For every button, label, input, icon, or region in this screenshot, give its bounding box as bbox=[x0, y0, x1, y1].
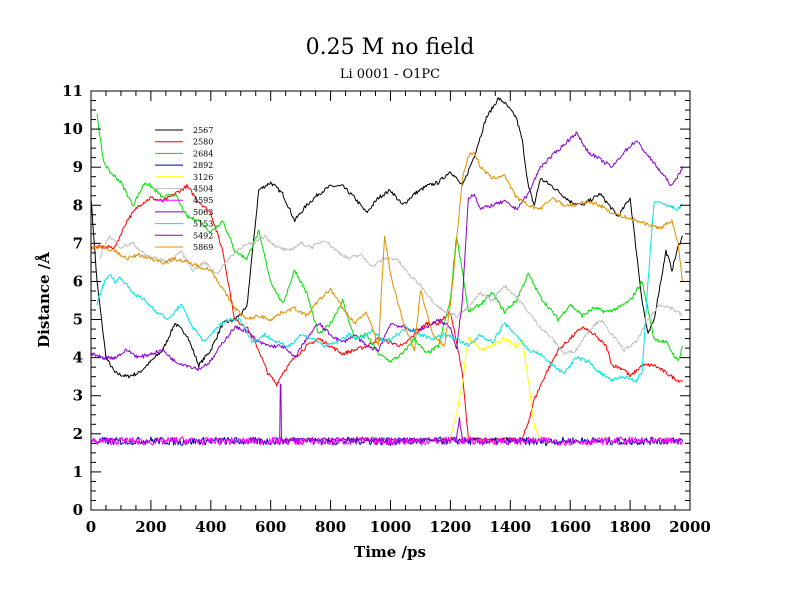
x-tick-label: 1800 bbox=[609, 518, 651, 536]
legend-label: 5492 bbox=[193, 231, 213, 240]
series-line-5153 bbox=[96, 200, 683, 383]
x-tick-label: 1400 bbox=[489, 518, 531, 536]
series-line-4504 bbox=[99, 234, 683, 355]
y-tick-label: 11 bbox=[62, 82, 83, 100]
x-tick-label: 2000 bbox=[669, 518, 711, 536]
legend-label: 4595 bbox=[193, 196, 213, 205]
y-tick-label: 4 bbox=[73, 349, 83, 367]
x-tick-label: 800 bbox=[315, 518, 346, 536]
x-tick-label: 400 bbox=[195, 518, 226, 536]
x-tick-label: 1200 bbox=[430, 518, 472, 536]
series-line-2580 bbox=[90, 184, 683, 442]
series-line-5869 bbox=[90, 151, 683, 352]
x-tick-label: 600 bbox=[255, 518, 286, 536]
series-line-4595 bbox=[90, 436, 683, 446]
y-tick-label: 2 bbox=[73, 425, 83, 443]
series-layer bbox=[90, 97, 683, 447]
legend-label: 3126 bbox=[193, 173, 213, 182]
legend-label: 5869 bbox=[193, 243, 213, 252]
x-tick-label: 1600 bbox=[549, 518, 591, 536]
y-tick-label: 9 bbox=[73, 158, 83, 176]
y-tick-label: 8 bbox=[73, 196, 83, 214]
series-line-2684 bbox=[96, 114, 683, 363]
legend-label: 2580 bbox=[193, 138, 213, 147]
x-tick-label: 1000 bbox=[370, 518, 412, 536]
series-line-5063 bbox=[90, 131, 683, 372]
y-tick-label: 3 bbox=[73, 387, 83, 405]
axes-layer: 0 200 400 600 800 1000 1200 1400 1600 1800 2000 0 1 2… bbox=[62, 82, 711, 536]
legend-label: 4504 bbox=[193, 185, 213, 194]
legend-label: 2892 bbox=[193, 161, 213, 170]
y-tick-label: 7 bbox=[73, 234, 83, 252]
legend-label: 5063 bbox=[193, 208, 213, 217]
y-axis-label: Distance /Å bbox=[35, 252, 53, 348]
y-tick-label: 0 bbox=[73, 501, 83, 519]
legend-label: 5153 bbox=[193, 220, 213, 229]
x-axis-label: Time /ps bbox=[354, 543, 426, 561]
legend-label: 2567 bbox=[193, 126, 213, 135]
series-line-5492 bbox=[279, 383, 463, 442]
x-tick-label: 200 bbox=[135, 518, 166, 536]
y-tick-label: 6 bbox=[73, 272, 83, 290]
y-tick-label: 1 bbox=[73, 463, 83, 481]
series-line-3126 bbox=[438, 336, 541, 442]
chart-title: 0.25 M no field bbox=[306, 35, 475, 60]
x-tick-label: 0 bbox=[86, 518, 96, 536]
y-tick-label: 10 bbox=[62, 120, 83, 138]
y-tick-label: 5 bbox=[73, 311, 83, 329]
series-line-2567 bbox=[90, 97, 683, 379]
legend-label: 2684 bbox=[193, 149, 213, 158]
legend: 2567 2580 2684 2892 3126 4504 4595 5063 5153 5492… bbox=[155, 126, 213, 252]
chart-subtitle: Li 0001 - O1PC bbox=[340, 67, 440, 82]
